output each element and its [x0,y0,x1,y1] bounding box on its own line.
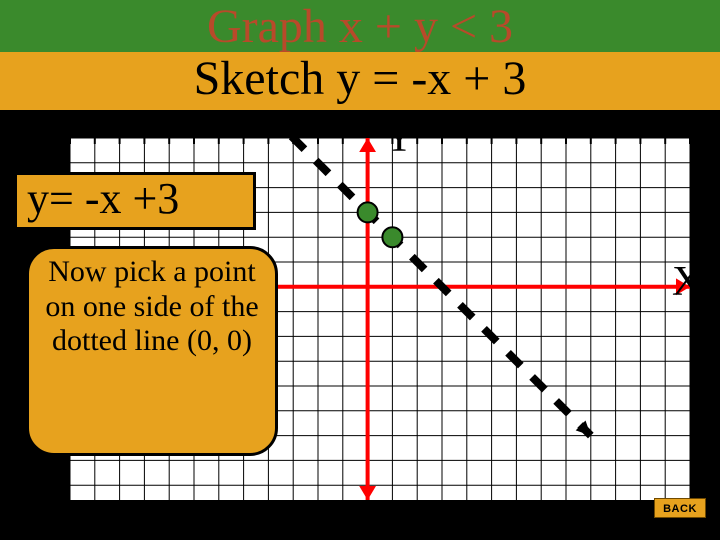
equation-box: y= -x +3 [14,172,256,230]
back-button[interactable]: BACK [654,498,706,518]
subtitle-text: Sketch y = -x + 3 [194,52,527,105]
hint-text: Now pick a point on one side of the dott… [45,255,258,357]
back-button-label: BACK [663,503,697,515]
y-axis-label: Y [384,114,414,162]
x-axis-label: X [672,258,702,306]
hint-box: Now pick a point on one side of the dott… [26,246,278,456]
subtitle-banner: Sketch y = -x + 3 [0,52,720,110]
title-banner: Graph x + y < 3 [0,0,720,52]
title-text: Graph x + y < 3 [207,0,513,53]
equation-text: y= -x +3 [27,174,179,223]
